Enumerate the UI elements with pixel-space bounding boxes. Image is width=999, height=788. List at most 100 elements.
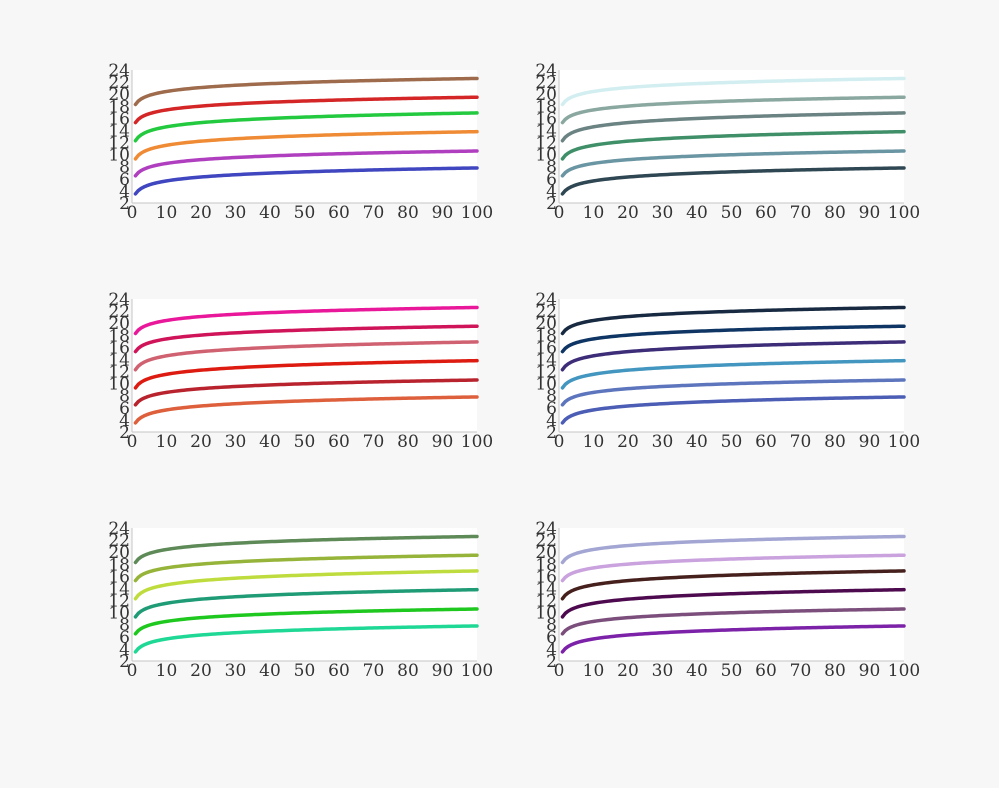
x-tick-label: 90 (859, 661, 881, 681)
y-tick-label: 8 (119, 616, 130, 636)
x-tick-label: 40 (259, 661, 281, 681)
x-tick-label: 30 (225, 203, 247, 223)
y-tick-label: 24 (535, 519, 557, 539)
x-tick-label: 90 (432, 661, 454, 681)
y-tick-label: 22 (535, 73, 557, 93)
y-tick-label: 12 (535, 363, 557, 383)
series-line-3 (560, 358, 906, 390)
y-tick-label: 2 (546, 194, 557, 214)
x-tick-label: 60 (755, 432, 777, 452)
y-tick-label: 6 (546, 628, 557, 648)
series-line-3 (133, 129, 479, 161)
x-tick-label: 0 (554, 432, 565, 452)
x-tick-label: 60 (755, 661, 777, 681)
x-tick-label: 80 (397, 661, 419, 681)
y-tick-label: 14 (535, 350, 557, 370)
y-tick-label: 14 (108, 579, 130, 599)
series-line-1 (133, 166, 479, 196)
y-tick-label: 12 (535, 134, 557, 154)
x-tick-label: 100 (461, 661, 493, 681)
series-line-5 (133, 95, 479, 125)
y-tick-label: 8 (546, 387, 557, 407)
chart-panel-3: 0 10 20 30 40 50 60 70 80 90 100246810121416182022… (108, 290, 493, 452)
series-line-6 (560, 305, 906, 336)
y-tick-label: 8 (546, 158, 557, 178)
series-line-5 (560, 95, 906, 125)
x-tick-label: 50 (294, 432, 316, 452)
y-tick-label: 22 (108, 302, 130, 322)
y-tick-label: 18 (535, 97, 557, 117)
y-tick-label: 16 (535, 567, 557, 587)
y-tick-label: 14 (108, 350, 130, 370)
x-tick-label: 100 (461, 203, 493, 223)
y-tick-label: 10 (108, 375, 130, 395)
x-tick-label: 10 (156, 203, 178, 223)
x-tick-label: 20 (617, 203, 639, 223)
series-line-3 (133, 587, 479, 619)
y-tick-label: 4 (119, 640, 130, 660)
y-tick-label: 20 (535, 314, 557, 334)
y-tick-label: 4 (119, 182, 130, 202)
x-tick-label: 100 (888, 661, 920, 681)
x-tick-label: 80 (824, 661, 846, 681)
x-tick-label: 70 (363, 661, 385, 681)
y-tick-label: 24 (535, 290, 557, 310)
y-tick-label: 16 (535, 338, 557, 358)
series-line-6 (133, 76, 479, 107)
x-tick-label: 70 (363, 203, 385, 223)
series-line-6 (560, 534, 906, 565)
y-tick-label: 22 (108, 531, 130, 551)
y-tick-label: 10 (535, 604, 557, 624)
y-tick-label: 2 (119, 194, 130, 214)
x-tick-label: 50 (721, 661, 743, 681)
y-tick-label: 16 (108, 109, 130, 129)
y-tick-label: 24 (108, 519, 130, 539)
y-tick-label: 24 (535, 61, 557, 81)
series-line-2 (133, 378, 479, 407)
chart-panel-5: 0 10 20 30 40 50 60 70 80 90 100246810121416182022… (108, 519, 493, 681)
y-tick-label: 18 (108, 555, 130, 575)
y-tick-label: 8 (546, 616, 557, 636)
x-tick-label: 30 (652, 203, 674, 223)
y-tick-label: 24 (108, 290, 130, 310)
y-tick-label: 8 (119, 158, 130, 178)
y-tick-label: 12 (108, 363, 130, 383)
chart-panel-2: 0 10 20 30 40 50 60 70 80 90 100246810121416182022… (535, 61, 920, 223)
series-line-3 (560, 587, 906, 619)
x-tick-label: 40 (259, 432, 281, 452)
y-tick-label: 20 (535, 543, 557, 563)
series-line-3 (560, 129, 906, 161)
x-tick-label: 20 (190, 661, 212, 681)
y-tick-label: 18 (108, 97, 130, 117)
x-tick-label: 0 (127, 203, 138, 223)
x-tick-label: 20 (617, 661, 639, 681)
x-tick-label: 100 (888, 432, 920, 452)
y-tick-label: 8 (119, 387, 130, 407)
y-tick-label: 6 (119, 628, 130, 648)
y-tick-label: 20 (108, 314, 130, 334)
y-tick-label: 10 (108, 146, 130, 166)
series-line-3 (133, 358, 479, 390)
x-tick-label: 0 (127, 432, 138, 452)
y-tick-label: 6 (546, 399, 557, 419)
y-tick-label: 2 (546, 652, 557, 672)
x-tick-label: 60 (755, 203, 777, 223)
x-tick-label: 100 (888, 203, 920, 223)
x-tick-label: 10 (156, 661, 178, 681)
x-tick-label: 60 (328, 661, 350, 681)
y-tick-label: 2 (119, 652, 130, 672)
y-tick-label: 18 (535, 326, 557, 346)
series-line-5 (560, 553, 906, 583)
x-tick-label: 100 (461, 432, 493, 452)
series-line-2 (133, 607, 479, 636)
series-line-4 (133, 340, 479, 372)
y-tick-label: 4 (546, 182, 557, 202)
series-line-1 (560, 624, 906, 654)
series-line-6 (560, 76, 906, 107)
series-line-5 (133, 324, 479, 354)
series-line-1 (133, 395, 479, 425)
y-tick-label: 14 (108, 121, 130, 141)
y-tick-label: 20 (108, 85, 130, 105)
y-tick-label: 10 (535, 146, 557, 166)
